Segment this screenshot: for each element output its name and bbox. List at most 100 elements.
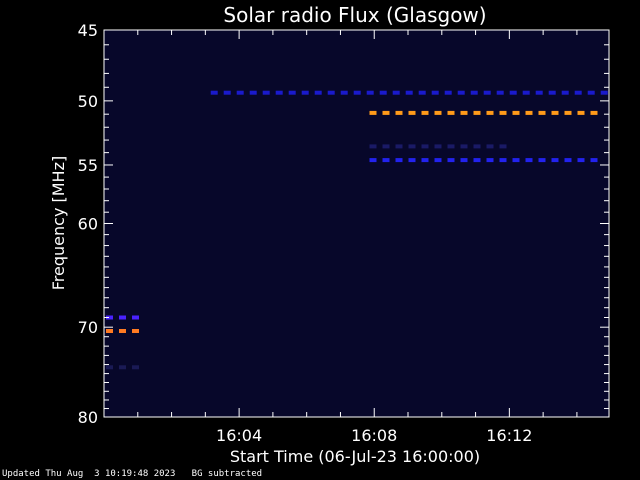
band-segment	[418, 90, 426, 95]
band-segment	[486, 158, 494, 163]
band-segment	[327, 90, 335, 95]
band-segment	[395, 110, 403, 115]
band-segment	[379, 90, 387, 95]
band-segment	[301, 90, 309, 95]
band-segment	[600, 90, 608, 95]
band-segment	[447, 144, 455, 149]
band-segment	[548, 90, 556, 95]
band-segment	[564, 158, 572, 163]
band-segment	[512, 158, 520, 163]
x-tick-label: 16:12	[486, 426, 532, 445]
band-segment	[470, 90, 478, 95]
emission-bands	[106, 90, 608, 370]
band-segment	[421, 110, 429, 115]
band-segment	[369, 158, 377, 163]
band-segment	[590, 158, 598, 163]
band-segment	[236, 90, 244, 95]
band-segment	[392, 90, 400, 95]
chart-title: Solar radio Flux (Glasgow)	[223, 3, 486, 27]
x-axis-label: Start Time (06-Jul-23 16:00:00)	[230, 447, 480, 466]
band-segment	[132, 365, 139, 370]
band-segment	[444, 90, 452, 95]
band-segment	[473, 110, 481, 115]
emission-band	[369, 110, 598, 115]
band-segment	[288, 90, 296, 95]
plot-area	[104, 30, 609, 417]
band-segment	[561, 90, 569, 95]
band-segment	[499, 110, 507, 115]
band-segment	[551, 158, 559, 163]
band-segment	[525, 110, 533, 115]
band-segment	[132, 315, 139, 320]
band-segment	[249, 90, 257, 95]
band-segment	[408, 110, 416, 115]
emission-band	[106, 315, 139, 320]
band-segment	[382, 144, 390, 149]
band-segment	[564, 110, 572, 115]
band-segment	[353, 90, 361, 95]
x-tick-label: 16:04	[216, 426, 262, 445]
band-segment	[210, 90, 218, 95]
band-segment	[421, 158, 429, 163]
band-segment	[538, 110, 546, 115]
band-segment	[525, 158, 533, 163]
footer-note: BG subtracted	[191, 469, 263, 479]
footer-text: Updated Thu Aug 3 10:19:48 2023 BG subtr…	[2, 469, 262, 479]
band-segment	[434, 158, 442, 163]
band-segment	[382, 158, 390, 163]
band-segment	[486, 110, 494, 115]
band-segment	[119, 329, 126, 333]
band-segment	[538, 158, 546, 163]
y-axis-label: Frequency [MHz]	[49, 156, 68, 290]
band-segment	[473, 144, 481, 149]
band-segment	[587, 90, 595, 95]
emission-band	[369, 158, 598, 163]
emission-band	[106, 329, 139, 333]
band-segment	[340, 90, 348, 95]
y-tick-label: 45	[78, 21, 98, 40]
band-segment	[314, 90, 322, 95]
band-segment	[119, 365, 126, 370]
band-segment	[522, 90, 530, 95]
band-segment	[408, 144, 416, 149]
band-segment	[395, 144, 403, 149]
footer-updated: Updated Thu Aug 3 10:19:48 2023	[2, 469, 176, 479]
band-segment	[132, 329, 139, 333]
band-segment	[577, 110, 585, 115]
y-tick-label: 80	[78, 408, 98, 427]
band-segment	[483, 90, 491, 95]
band-segment	[366, 90, 374, 95]
band-segment	[486, 144, 494, 149]
y-tick-label: 60	[78, 215, 98, 234]
band-segment	[499, 158, 507, 163]
band-segment	[509, 90, 517, 95]
emission-band	[369, 144, 507, 149]
band-segment	[106, 329, 113, 333]
band-segment	[275, 90, 283, 95]
band-segment	[460, 110, 468, 115]
band-segment	[421, 144, 429, 149]
band-segment	[590, 110, 598, 115]
band-segment	[447, 158, 455, 163]
band-segment	[395, 158, 403, 163]
plot-background	[104, 30, 609, 417]
band-segment	[262, 90, 270, 95]
band-segment	[460, 158, 468, 163]
band-segment	[382, 110, 390, 115]
x-tick-label: 16:08	[351, 426, 397, 445]
emission-band	[106, 365, 139, 370]
band-segment	[460, 144, 468, 149]
band-segment	[223, 90, 231, 95]
band-segment	[369, 110, 377, 115]
band-segment	[408, 158, 416, 163]
band-segment	[551, 110, 559, 115]
band-segment	[106, 315, 113, 320]
band-segment	[431, 90, 439, 95]
band-segment	[369, 144, 377, 149]
emission-band	[210, 90, 608, 95]
y-axis-ticks: 45 50 55 60 70 80	[78, 21, 609, 427]
band-segment	[457, 90, 465, 95]
x-axis-ticks: 16:04 16:08 16:12	[137, 30, 578, 445]
y-tick-label: 70	[78, 318, 98, 337]
